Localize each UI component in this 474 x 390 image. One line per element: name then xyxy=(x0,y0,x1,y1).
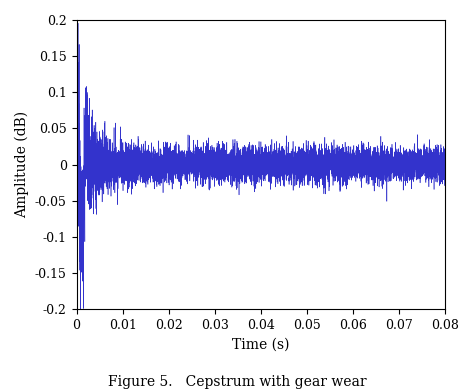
Y-axis label: Amplitude (dB): Amplitude (dB) xyxy=(15,111,29,218)
X-axis label: Time (s): Time (s) xyxy=(232,338,290,352)
Text: Figure 5.   Cepstrum with gear wear: Figure 5. Cepstrum with gear wear xyxy=(108,375,366,389)
